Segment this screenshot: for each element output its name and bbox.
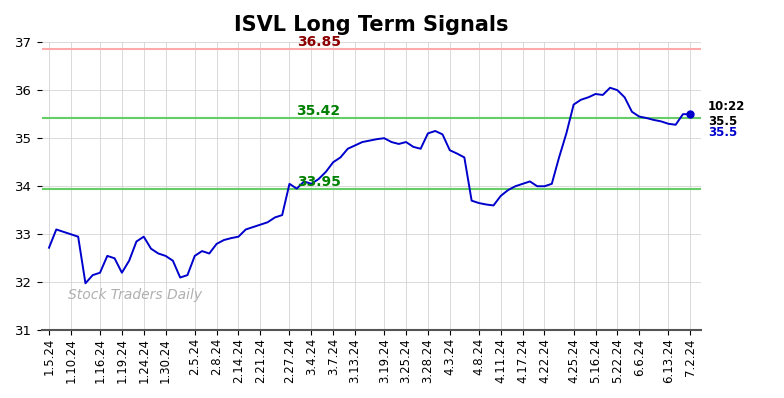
Title: ISVL Long Term Signals: ISVL Long Term Signals bbox=[234, 15, 509, 35]
Text: 33.95: 33.95 bbox=[297, 175, 340, 189]
Text: 36.85: 36.85 bbox=[296, 35, 341, 49]
Text: Stock Traders Daily: Stock Traders Daily bbox=[68, 287, 202, 302]
Point bbox=[684, 111, 696, 117]
Text: 35.5: 35.5 bbox=[708, 126, 738, 139]
Text: 35.42: 35.42 bbox=[296, 104, 341, 118]
Text: 10:22
35.5: 10:22 35.5 bbox=[708, 100, 746, 128]
